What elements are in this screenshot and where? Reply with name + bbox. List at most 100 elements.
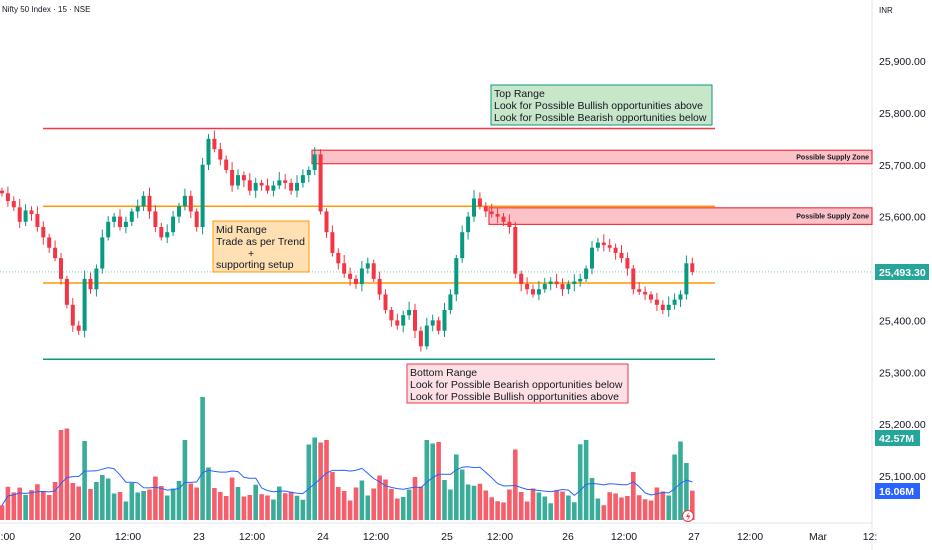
candle-body: [17, 207, 22, 222]
candle-body: [578, 278, 583, 282]
mid-range-line: supporting setup: [216, 259, 294, 271]
time-tick-label: 26: [562, 531, 574, 543]
volume-bar: [595, 498, 601, 520]
volume-bar: [672, 454, 677, 520]
price-axis[interactable]: 25,900.00 25,800.00 25,700.00 25,600.00 25,4…: [879, 56, 926, 483]
volume-bar: [678, 441, 683, 520]
volume-bar: [589, 478, 595, 520]
volume-bar: [442, 480, 447, 520]
candle-body: [112, 216, 117, 222]
volume-bar: [282, 493, 288, 520]
last-price-value: 25,493.30: [879, 267, 926, 279]
volume-bar: [642, 499, 648, 520]
candle-body: [330, 232, 335, 253]
volume-bar: [459, 469, 465, 520]
volume-bar: [11, 492, 17, 520]
volume-bar: [548, 503, 553, 520]
time-tick-label: 12:00: [115, 531, 141, 543]
volume-bar: [648, 500, 654, 520]
volume-bar: [253, 484, 258, 520]
candle-body: [466, 216, 471, 233]
volume-bar: [0, 505, 5, 520]
currency-label: INR: [879, 6, 893, 15]
volume-bar: [164, 495, 170, 520]
candle-body: [206, 138, 211, 165]
top-range-note-box: [490, 84, 713, 126]
volume-bar: [194, 487, 199, 520]
candle-body: [389, 310, 394, 321]
last-price-badge: 25,493.30: [875, 263, 929, 280]
volume-bar: [176, 481, 182, 520]
volume-bar: [347, 500, 353, 520]
volume-bar: [660, 491, 666, 520]
time-tick-label: 12:00: [363, 531, 389, 543]
candle-body: [371, 263, 376, 279]
price-tick-label: 25,800.00: [879, 108, 926, 120]
volume-bar: [436, 442, 441, 520]
candle-body: [224, 159, 229, 170]
candle-body: [23, 210, 28, 222]
volume-bar: [135, 492, 140, 520]
candle-body: [548, 281, 553, 285]
candle-body: [241, 175, 246, 181]
bottom-range-note[interactable]: Bottom Range Look for Possible Bearish o…: [406, 363, 629, 404]
supply-zone-lower[interactable]: [488, 207, 873, 226]
volume-bar: [288, 491, 294, 520]
candle-body: [177, 206, 181, 217]
volume-bar: [147, 489, 152, 520]
candle-body: [554, 281, 559, 285]
volume-bar: [52, 482, 58, 520]
candle-body: [5, 193, 10, 202]
volume-bar: [17, 487, 22, 520]
candle-body: [29, 210, 34, 215]
supply-zone-upper[interactable]: [311, 149, 873, 165]
candle-body: [194, 211, 199, 227]
volume-bar: [341, 491, 347, 520]
candle-body: [336, 252, 341, 264]
candle-body: [595, 242, 600, 248]
volume-bar: [123, 501, 129, 520]
candle-body: [660, 304, 665, 310]
candle-body: [218, 149, 223, 160]
volume-bar: [577, 444, 583, 520]
candle-body: [306, 169, 311, 176]
candle-body: [531, 289, 535, 295]
time-tick-label: 12:00: [487, 531, 513, 543]
volume-bar: [141, 491, 146, 520]
top-range-title: Top Range: [494, 88, 545, 100]
candle-body: [472, 198, 476, 217]
volume-ma-value: 16.06M: [879, 486, 914, 498]
candle-body: [460, 232, 465, 259]
candle-body: [519, 273, 524, 285]
candle-body: [566, 284, 571, 290]
candle-body: [413, 310, 417, 331]
candle-body: [649, 294, 653, 300]
volume-ma-badge: 16.06M: [875, 483, 920, 499]
price-tick-label: 25,100.00: [879, 471, 926, 483]
volume-bar: [82, 441, 87, 520]
volume-bar: [636, 495, 642, 520]
volume-bar: [336, 487, 341, 520]
candle-body: [247, 180, 252, 191]
lightning-icon[interactable]: [682, 510, 694, 522]
volume-bar: [359, 480, 365, 520]
mid-range-note[interactable]: Mid Range Trade as per Trend + supportin…: [212, 220, 310, 273]
mid-range-line: +: [248, 248, 254, 260]
volume-bar: [58, 430, 64, 520]
candle-body: [312, 154, 317, 170]
top-range-line: Look for Possible Bearish opportunities …: [494, 112, 707, 124]
candle-body: [613, 247, 618, 253]
volume-bar: [200, 397, 205, 520]
candle-body: [277, 180, 282, 186]
time-tick-label: 25: [441, 531, 453, 543]
candle-body: [76, 325, 81, 331]
volume-bar: [395, 498, 400, 520]
top-range-note[interactable]: Top Range Look for Possible Bullish oppo…: [490, 84, 713, 126]
time-axis[interactable]: 12:00 20 12:00 23 12:00 24 12:00 25 12:00 26 12:00…: [0, 531, 877, 543]
volume-bar: [94, 482, 99, 520]
volume-bar: [371, 488, 376, 520]
candle-body: [118, 216, 122, 227]
volume-bar: [247, 495, 253, 520]
candle-body: [212, 138, 217, 150]
